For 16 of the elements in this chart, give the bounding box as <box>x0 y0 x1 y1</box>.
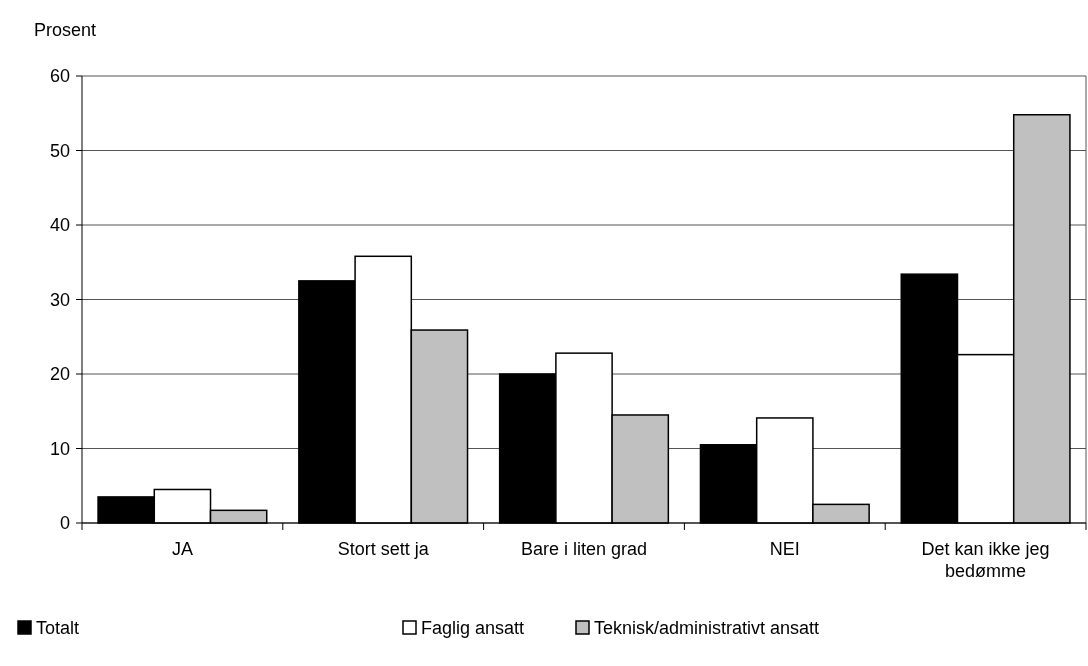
x-tick-label: Stort sett ja <box>337 539 430 559</box>
legend-label: Teknisk/administrativt ansatt <box>594 618 820 638</box>
x-tick-label: Bare i liten grad <box>520 539 648 559</box>
legend-label: Faglig ansatt <box>421 618 525 638</box>
y-tick-label: 20 <box>49 364 70 385</box>
x-tick-label: JA <box>171 539 193 559</box>
x-tick-label: Det kan ikke jeg bedømme <box>921 539 1050 581</box>
y-tick-label: 10 <box>49 438 70 459</box>
y-tick-label: 0 <box>59 513 70 534</box>
legend-label: Totalt <box>36 618 80 638</box>
y-tick-label: 40 <box>49 215 70 236</box>
x-tick-label: NEI <box>769 539 800 559</box>
y-tick-label: 30 <box>49 289 70 310</box>
y-axis-title: Prosent <box>34 20 97 40</box>
y-tick-label: 50 <box>49 140 70 161</box>
y-tick-label: 60 <box>49 66 70 87</box>
